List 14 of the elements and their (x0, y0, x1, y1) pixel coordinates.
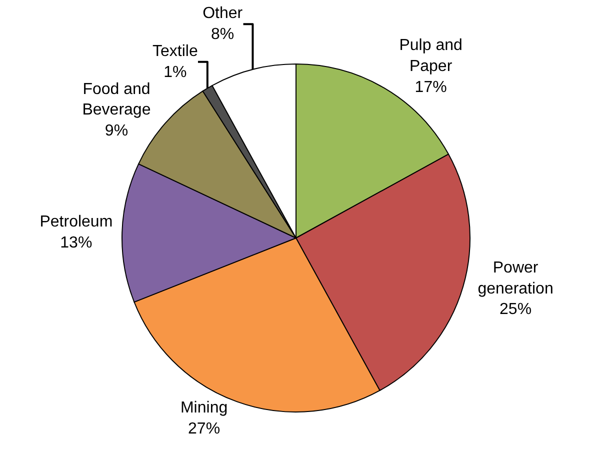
slice-label: Power generation (478, 260, 554, 298)
slice-label: Other (202, 5, 244, 22)
slice-label: Pulp and Paper (399, 37, 462, 76)
slice-label: Petroleum (40, 214, 113, 231)
slice-label: Textile (152, 43, 198, 60)
data-label: 13% (60, 234, 92, 252)
data-label: 1% (164, 64, 187, 81)
slice-label: Mining (180, 400, 228, 417)
data-label: 8% (211, 26, 234, 44)
data-label: 27% (188, 420, 220, 438)
slice-label: Food and Beverage (82, 80, 151, 119)
data-label: 9% (104, 122, 128, 140)
data-label: 25% (500, 301, 532, 318)
data-label: 17% (414, 78, 447, 96)
